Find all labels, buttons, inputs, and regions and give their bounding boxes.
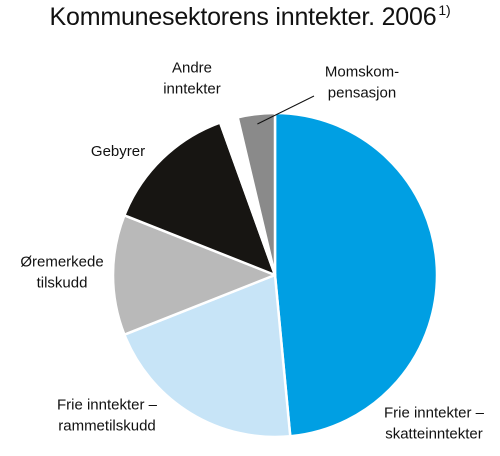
chart-title-text: Kommunesektorens inntekter. 2006: [49, 3, 437, 31]
slice-label-momskompensasjon: Momskom-pensasjon: [325, 64, 399, 102]
slice-label-oremerkede-tilskudd: Øremerkede tilskudd: [20, 254, 103, 292]
slice-label-frie-inntekter-skatteinntekter: Frie inntekter – skatteinntekter: [384, 405, 485, 443]
pie-slice-momskompensasjon: [236, 111, 277, 277]
slice-label-andre-inntekter: Andre inntekter: [163, 60, 221, 98]
pie-slice-oremerkede-tilskudd: [111, 214, 277, 336]
leader-line-momskompensasjon: [257, 95, 315, 125]
title-footnote: 1): [438, 2, 451, 18]
pie-slice-frie-inntekter-skatteinntekter: [273, 111, 439, 438]
slice-label-gebyrer: Gebyrer: [91, 143, 145, 160]
chart-title: Kommunesektorens inntekter. 2006 1): [0, 2, 500, 32]
pie-slice-frie-inntekter-rammetilskudd: [123, 273, 292, 439]
pie-slice-gebyrer: [123, 121, 277, 277]
slice-label-frie-inntekter-rammetilskudd: Frie inntekter – rammetilskudd: [57, 397, 158, 435]
